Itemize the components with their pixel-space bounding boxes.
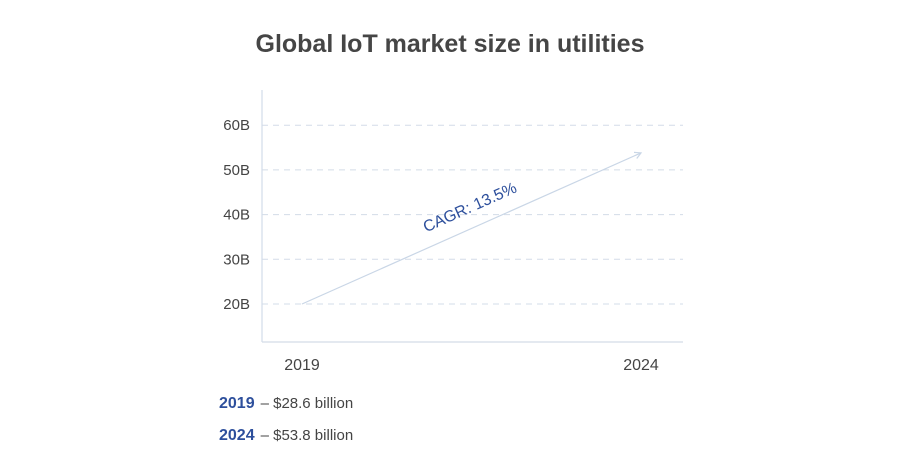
- legend-value: – $53.8 billion: [260, 427, 354, 444]
- y-tick-label: 20B: [223, 296, 250, 313]
- arrow-head-icon: [633, 151, 643, 159]
- cagr-label: CAGR: 13.5%: [421, 180, 520, 236]
- x-tick-label: 2019: [284, 357, 320, 374]
- y-tick-label: 30B: [223, 251, 250, 268]
- legend-item-2019: 2019 – $28.6 billion: [219, 395, 353, 413]
- legend-year: 2019: [219, 395, 255, 412]
- y-tick-label: 40B: [223, 207, 250, 224]
- x-tick-label: 2024: [623, 357, 659, 374]
- chart-title: Global IoT market size in utilities: [255, 30, 645, 58]
- legend-value: – $28.6 billion: [260, 395, 354, 412]
- y-tick-label: 50B: [223, 162, 250, 179]
- y-tick-label: 60B: [223, 117, 250, 134]
- legend-year: 2024: [219, 427, 255, 444]
- cagr-arrow-line: [301, 152, 642, 305]
- legend-item-2024: 2024 – $53.8 billion: [219, 427, 353, 445]
